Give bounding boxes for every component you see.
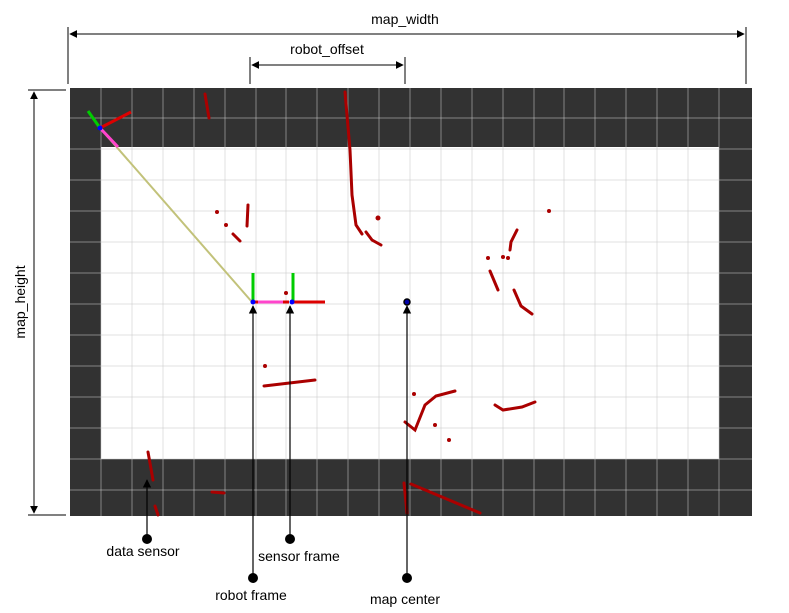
data-sensor-label: data sensor — [106, 543, 179, 559]
scan-segment — [364, 230, 383, 247]
scan-dots — [215, 209, 551, 442]
scan-segment — [231, 232, 242, 243]
data-sensor-direction-arrow — [98, 126, 120, 149]
data-sensor-x-axis — [99, 110, 132, 130]
robot-offset-label: robot_offset — [290, 41, 364, 57]
scan-segment — [512, 288, 534, 316]
scan-segment — [146, 450, 155, 482]
scan-segment — [409, 482, 482, 515]
sensor-frame-origin — [289, 299, 295, 305]
scan-segment — [343, 90, 364, 236]
map-height-label: map_height — [12, 265, 28, 338]
robot-frame-label: robot frame — [215, 587, 287, 603]
map-center-marker — [403, 298, 411, 306]
scan-segment — [488, 269, 500, 292]
robot-frame-origin — [250, 299, 256, 305]
scan-points — [146, 90, 537, 517]
data-sensor-y-axis — [86, 110, 102, 129]
scan-segment — [245, 203, 250, 228]
sensor-frame-label: sensor frame — [258, 548, 340, 564]
map-center-label: map center — [370, 591, 440, 607]
map-width-label: map_width — [371, 11, 439, 27]
scan-segment — [203, 92, 211, 120]
scan-segment — [153, 504, 160, 517]
scan-segment — [493, 400, 537, 412]
data-sensor-origin — [97, 125, 103, 131]
annotation-dots — [142, 534, 412, 583]
sensor-ray — [99, 127, 253, 303]
scan-segment — [210, 490, 226, 495]
scan-segment — [508, 228, 519, 252]
scan-segment — [403, 389, 457, 433]
annotation-pointers — [142, 305, 412, 578]
